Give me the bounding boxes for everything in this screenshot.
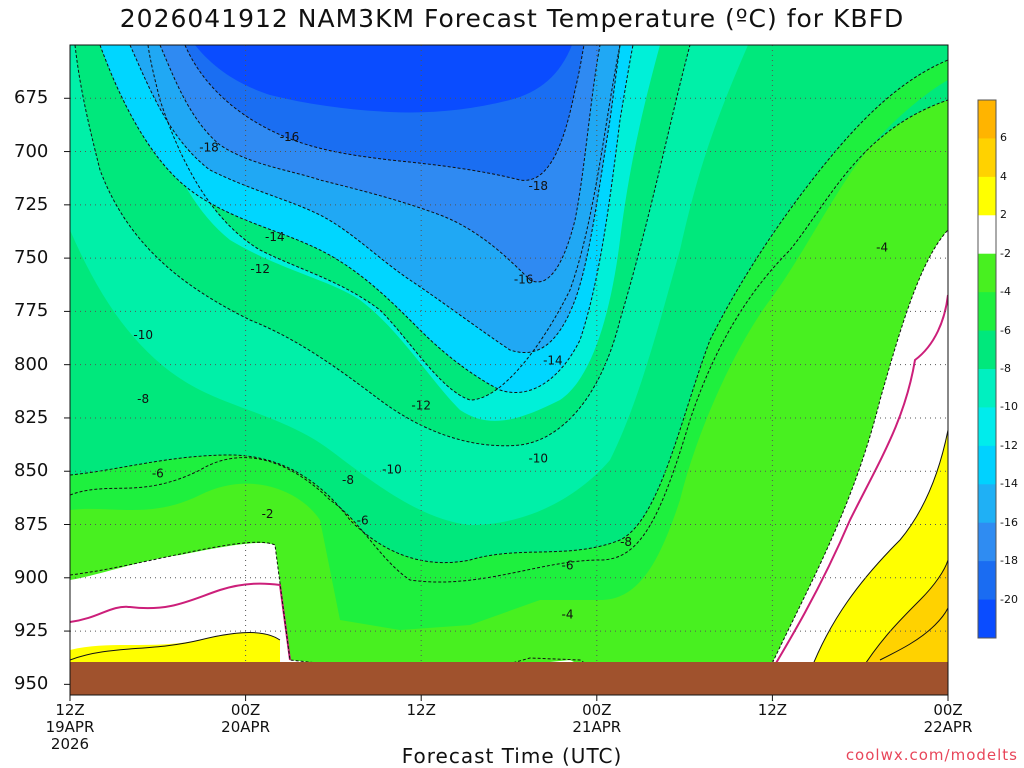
y-tick-label: 750 xyxy=(14,247,49,269)
site-credit: coolwx.com/modelts xyxy=(845,746,1018,764)
fill-minus-6 xyxy=(70,60,948,630)
contour-label: -18 xyxy=(199,141,219,155)
x-tick-label: 12Z 19APR 2026 xyxy=(45,701,95,753)
contour-labels: -18 -16 -18 -14 -12 -16 -10 -14 -8 -12 -6 -10 -10 -8 -… xyxy=(133,130,888,621)
contour-label: -6 xyxy=(152,467,164,481)
colorbar-swatch xyxy=(978,407,996,447)
colorbar-label: -18 xyxy=(1000,554,1018,568)
contour-minus-2 xyxy=(70,229,948,691)
contour-label: -14 xyxy=(265,230,285,244)
contour-label: -10 xyxy=(528,452,548,466)
colorbar-swatch xyxy=(978,292,996,332)
y-tick-label: 775 xyxy=(14,300,49,322)
y-tick-label: 725 xyxy=(14,193,49,215)
x-tick-label: 00Z 22APR xyxy=(923,701,973,736)
colorbar-label: -20 xyxy=(1000,592,1018,606)
x-tick-label: 12Z xyxy=(757,701,788,719)
contour-label: -2 xyxy=(262,507,274,521)
contour-minus-18 xyxy=(184,45,585,181)
colorbar-label: -14 xyxy=(1000,477,1018,491)
contour-plus-6 xyxy=(879,607,948,661)
colorbar-swatch xyxy=(978,100,996,139)
fill-plus-4 xyxy=(860,560,948,672)
y-tick-label: 925 xyxy=(14,620,49,642)
x-tick-label: 12Z xyxy=(406,701,436,719)
contour-label: -16 xyxy=(280,130,300,144)
colorbar-swatch xyxy=(978,253,996,293)
axis-ticks xyxy=(64,97,949,701)
y-tick-label: 675 xyxy=(14,87,49,109)
contour-label: -16 xyxy=(514,273,534,287)
colorbar-swatch xyxy=(978,330,996,370)
y-tick-label: 825 xyxy=(14,406,49,428)
colorbar xyxy=(977,99,997,639)
isotherm-zero-line xyxy=(70,294,948,691)
contour-minus-12 xyxy=(99,45,634,394)
terrain-ground xyxy=(70,662,948,695)
colorbar-label: -4 xyxy=(1000,285,1011,299)
colorbar-label: -16 xyxy=(1000,515,1018,529)
contour-label: -10 xyxy=(382,462,402,476)
contour-label: -6 xyxy=(562,558,574,572)
contour-label: -12 xyxy=(411,398,431,412)
colorbar-label: -8 xyxy=(1000,362,1011,375)
chart-title: 2026041912 NAM3KM Forecast Temperature (… xyxy=(119,4,905,33)
contour-label: -8 xyxy=(620,535,632,549)
contour-label: -12 xyxy=(250,262,270,276)
colorbar-swatch xyxy=(978,369,996,408)
fill-minus-4 xyxy=(70,100,948,695)
colorbar-swatch xyxy=(978,561,996,601)
gridlines xyxy=(70,45,948,695)
y-tick-label: 700 xyxy=(14,140,49,162)
fill-minus-8 xyxy=(70,45,748,525)
contour-minus-16 xyxy=(159,45,601,283)
colorbar-swatch xyxy=(978,445,996,485)
contour-label: -6 xyxy=(357,514,369,528)
colorbar-label: 4 xyxy=(1000,169,1007,183)
y-tick-label: 900 xyxy=(14,566,49,588)
filled-contours xyxy=(70,45,948,695)
contour-minus-6 xyxy=(70,59,948,564)
colorbar-swatch xyxy=(978,215,996,255)
contour-minus-10 xyxy=(147,45,621,401)
contour-label: -18 xyxy=(528,179,548,193)
x-axis-title: Forecast Time (UTC) xyxy=(401,744,623,768)
colorbar-swatch xyxy=(978,484,996,524)
colorbar-swatch xyxy=(978,176,996,216)
x-tick-label: 00Z 21APR xyxy=(572,701,622,736)
colorbar-frame xyxy=(977,99,997,639)
colorbar-swatch xyxy=(978,599,996,639)
contour-label: -4 xyxy=(562,607,574,621)
y-tick-label: 950 xyxy=(14,673,49,695)
colorbar-label: -10 xyxy=(1000,400,1018,414)
contour-label: -14 xyxy=(543,354,563,368)
fill-minus-20 xyxy=(195,45,572,113)
contour-label: -8 xyxy=(342,473,354,487)
fill-plus-2 xyxy=(70,430,948,672)
colorbar-swatch xyxy=(978,138,996,178)
contour-label: -4 xyxy=(876,241,888,255)
colorbar-label: -6 xyxy=(1000,323,1011,337)
x-tick-label: 00Z 20APR xyxy=(221,701,270,736)
colorbar-label: 6 xyxy=(1000,131,1007,145)
colorbar-label: 2 xyxy=(1000,208,1007,222)
colorbar-swatch xyxy=(978,522,996,562)
y-tick-label: 800 xyxy=(14,353,49,375)
plot-frame xyxy=(69,44,949,696)
contour-plus-2 xyxy=(70,429,948,673)
contour-label: -8 xyxy=(137,392,149,406)
contour-plus-4 xyxy=(859,559,948,673)
y-tick-label: 850 xyxy=(14,460,49,482)
colorbar-label: -12 xyxy=(1000,438,1018,452)
y-tick-label: 875 xyxy=(14,513,49,535)
contour-minus-4 xyxy=(70,99,948,583)
colorbar-label: -2 xyxy=(1000,246,1011,260)
contour-label: -10 xyxy=(133,328,153,342)
